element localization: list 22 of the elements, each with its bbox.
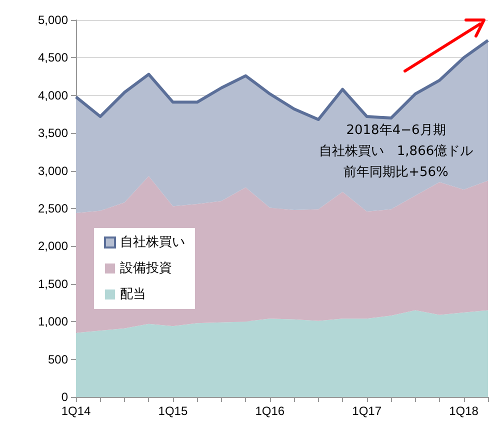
- y-tick-label: 5,000: [38, 13, 68, 27]
- x-tick-label: 1Q18: [449, 404, 479, 418]
- y-tick-label: 3,000: [38, 164, 68, 178]
- legend-label: 配当: [120, 287, 146, 302]
- annotation: 前年同期比+56%: [344, 165, 448, 180]
- annotation: 自社株買い 1,866億ドル: [318, 144, 474, 159]
- y-tick-label: 500: [48, 352, 68, 366]
- y-tick-label: 4,000: [38, 88, 68, 102]
- y-tick-label: 4,500: [38, 50, 68, 65]
- x-tick-label: 1Q17: [352, 404, 382, 418]
- legend-label: 設備投資: [120, 261, 172, 276]
- y-tick-label: 1,000: [38, 314, 68, 329]
- y-tick-label: 2,000: [38, 239, 68, 254]
- y-tick-label: 0: [61, 390, 68, 404]
- x-tick-label: 1Q16: [255, 404, 285, 418]
- x-tick-label: 1Q14: [61, 404, 91, 418]
- y-tick-label: 1,500: [38, 276, 68, 291]
- annotation: 2018年4−6月期: [346, 123, 446, 138]
- x-tick-label: 1Q15: [158, 404, 188, 418]
- y-tick-label: 2,500: [38, 202, 68, 216]
- y-tick-label: 3,500: [38, 126, 68, 140]
- legend-label: 自社株買い: [120, 235, 185, 250]
